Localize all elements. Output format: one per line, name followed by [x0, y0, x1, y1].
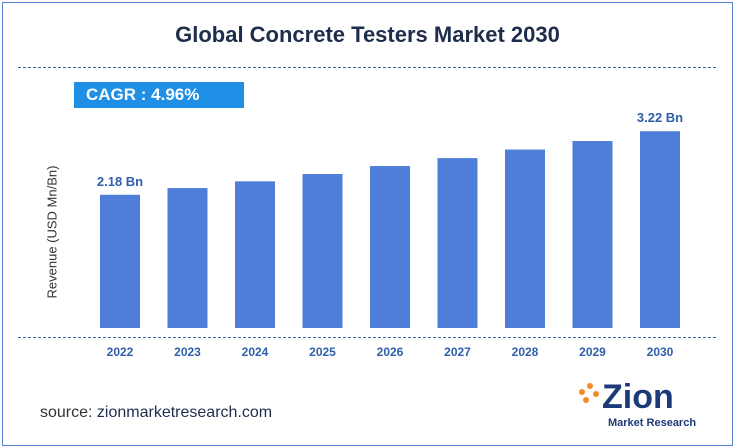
bar-2028 [505, 149, 545, 328]
bar-2029 [572, 141, 613, 328]
data-label-2030: 3.22 Bn [637, 110, 683, 125]
bar-2025 [302, 174, 343, 328]
bar-2026 [370, 166, 410, 328]
x-tick-2023: 2023 [174, 345, 201, 359]
x-tick-2030: 2030 [647, 345, 674, 359]
bar-2027 [437, 158, 478, 328]
title-divider [18, 67, 716, 68]
source-text: source: zionmarketresearch.com [40, 404, 272, 422]
bar-2022 [100, 194, 140, 328]
x-tick-2024: 2024 [242, 345, 269, 359]
data-label-2022: 2.18 Bn [97, 174, 143, 189]
x-tick-2027: 2027 [444, 345, 471, 359]
cagr-badge: CAGR : 4.96% [74, 82, 244, 108]
logo-icon [579, 383, 599, 403]
x-tick-2028: 2028 [512, 345, 539, 359]
x-axis-line [18, 337, 716, 338]
bar-2024 [235, 181, 275, 328]
x-tick-2026: 2026 [377, 345, 404, 359]
logo-sub: Market Research [608, 417, 696, 429]
bar-2023 [167, 188, 208, 328]
source-url: zionmarketresearch.com [96, 404, 273, 421]
chart-title: Global Concrete Testers Market 2030 [175, 22, 560, 47]
bar-2030 [640, 131, 680, 328]
logo-word: Zion [602, 378, 674, 416]
x-tick-2025: 2025 [309, 345, 336, 359]
source-prefix: source: [40, 404, 97, 421]
x-tick-2029: 2029 [579, 345, 606, 359]
x-tick-2022: 2022 [107, 345, 134, 359]
zion-logo: Zion Market Research [579, 378, 696, 429]
